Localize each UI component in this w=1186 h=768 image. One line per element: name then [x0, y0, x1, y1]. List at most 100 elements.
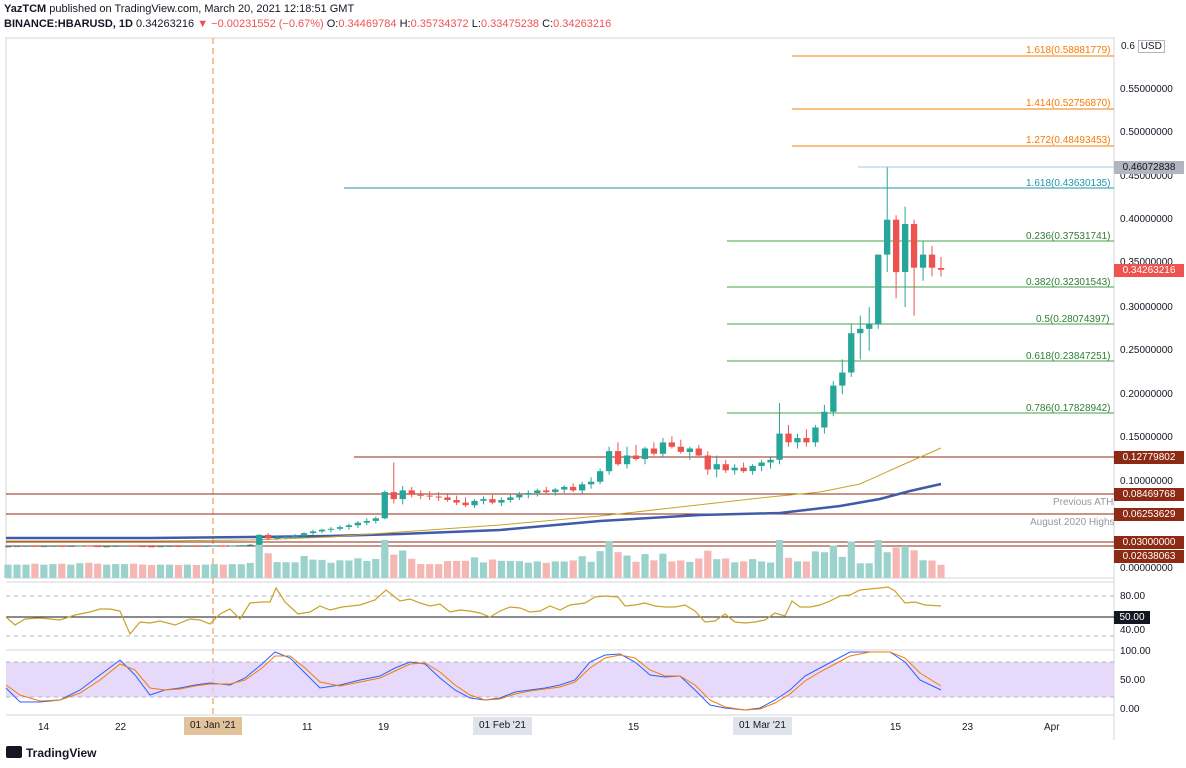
- candle-body[interactable]: [309, 531, 317, 534]
- candle-body[interactable]: [157, 546, 164, 548]
- candle-body[interactable]: [300, 533, 308, 536]
- candle-body[interactable]: [695, 448, 702, 456]
- candle-body[interactable]: [4, 546, 12, 548]
- candle-body[interactable]: [776, 433, 783, 460]
- candle-body[interactable]: [139, 546, 146, 548]
- tradingview-brand[interactable]: TradingView: [6, 746, 96, 760]
- candle-body[interactable]: [417, 494, 424, 496]
- candle-body[interactable]: [291, 535, 299, 537]
- candle-body[interactable]: [363, 521, 370, 523]
- candle-body[interactable]: [713, 464, 720, 470]
- candle-body[interactable]: [480, 499, 487, 501]
- candle-body[interactable]: [686, 448, 693, 453]
- candle-body[interactable]: [94, 546, 101, 548]
- time-highlight-mar[interactable]: 01 Mar '21: [733, 717, 792, 735]
- candle-body[interactable]: [507, 497, 514, 500]
- candle-body[interactable]: [399, 490, 406, 500]
- candle-body[interactable]: [166, 546, 173, 547]
- candle-body[interactable]: [247, 544, 254, 546]
- currency-label[interactable]: USD: [1137, 40, 1165, 53]
- candle-body[interactable]: [812, 427, 819, 443]
- candle-body[interactable]: [821, 411, 828, 428]
- candle-body[interactable]: [58, 545, 65, 547]
- candle-body[interactable]: [848, 333, 855, 373]
- candle-body[interactable]: [525, 493, 532, 495]
- candle-body[interactable]: [910, 224, 918, 268]
- candle-body[interactable]: [67, 546, 74, 547]
- candle-body[interactable]: [623, 455, 631, 465]
- candle-body[interactable]: [731, 467, 738, 471]
- candle-body[interactable]: [677, 446, 684, 452]
- candle-body[interactable]: [220, 545, 227, 547]
- candle-body[interactable]: [597, 471, 604, 482]
- candle-body[interactable]: [489, 499, 496, 503]
- candle-body[interactable]: [534, 490, 541, 493]
- candle-body[interactable]: [588, 481, 595, 485]
- time-highlight-feb[interactable]: 01 Feb '21: [473, 717, 532, 735]
- candle-body[interactable]: [112, 546, 119, 547]
- candle-body[interactable]: [327, 528, 335, 530]
- candle-body[interactable]: [435, 496, 442, 498]
- candle-body[interactable]: [516, 494, 523, 498]
- candle-body[interactable]: [148, 546, 155, 548]
- candle-body[interactable]: [659, 442, 667, 454]
- candle-body[interactable]: [49, 545, 56, 547]
- candle-body[interactable]: [211, 545, 218, 547]
- candle-body[interactable]: [543, 490, 550, 493]
- candle-body[interactable]: [372, 518, 379, 521]
- candle-body[interactable]: [444, 497, 451, 500]
- candle-body[interactable]: [803, 438, 810, 443]
- candle-body[interactable]: [274, 537, 281, 539]
- candle-body[interactable]: [390, 492, 397, 500]
- candle-body[interactable]: [238, 545, 245, 547]
- candle-body[interactable]: [265, 534, 272, 539]
- candle-body[interactable]: [184, 545, 191, 547]
- candle-body[interactable]: [794, 438, 801, 443]
- candle-body[interactable]: [256, 534, 263, 545]
- candle-body[interactable]: [31, 545, 39, 547]
- candle-body[interactable]: [175, 546, 182, 547]
- candle-body[interactable]: [632, 455, 640, 460]
- candle-body[interactable]: [668, 442, 675, 447]
- candle-body[interactable]: [85, 545, 92, 547]
- candle-body[interactable]: [928, 254, 936, 268]
- candle-body[interactable]: [767, 459, 774, 463]
- candle-body[interactable]: [345, 525, 353, 527]
- candle-body[interactable]: [866, 324, 873, 329]
- candle-body[interactable]: [749, 465, 756, 472]
- candle-body[interactable]: [722, 464, 729, 471]
- candle-body[interactable]: [103, 546, 110, 548]
- candle-body[interactable]: [704, 455, 711, 470]
- candle-body[interactable]: [22, 545, 30, 547]
- candle-body[interactable]: [76, 545, 83, 547]
- candle-body[interactable]: [605, 451, 613, 472]
- candle-body[interactable]: [40, 546, 47, 548]
- candle-body[interactable]: [354, 522, 361, 526]
- candle-body[interactable]: [902, 224, 909, 272]
- candle-body[interactable]: [283, 536, 290, 538]
- candle-body[interactable]: [426, 495, 433, 497]
- candle-body[interactable]: [336, 527, 344, 529]
- symbol-name[interactable]: BINANCE:HBARUSD, 1D: [4, 18, 133, 30]
- candle-body[interactable]: [785, 433, 792, 443]
- candle-body[interactable]: [318, 529, 326, 532]
- candle-body[interactable]: [570, 486, 577, 491]
- candle-body[interactable]: [740, 467, 747, 472]
- candle-body[interactable]: [857, 328, 864, 334]
- candle-body[interactable]: [498, 500, 505, 503]
- candle-body[interactable]: [614, 451, 622, 465]
- candle-body[interactable]: [561, 486, 568, 490]
- candle-body[interactable]: [381, 492, 388, 519]
- candle-body[interactable]: [193, 545, 200, 547]
- candle-body[interactable]: [650, 448, 658, 454]
- candle-body[interactable]: [758, 462, 765, 467]
- candle-body[interactable]: [202, 545, 209, 547]
- candle-body[interactable]: [471, 500, 478, 506]
- candle-body[interactable]: [839, 372, 846, 386]
- candle-body[interactable]: [453, 500, 460, 503]
- candle-body[interactable]: [641, 448, 649, 460]
- candle-body[interactable]: [13, 546, 21, 548]
- candle-body[interactable]: [229, 545, 236, 547]
- candle-body[interactable]: [830, 385, 837, 412]
